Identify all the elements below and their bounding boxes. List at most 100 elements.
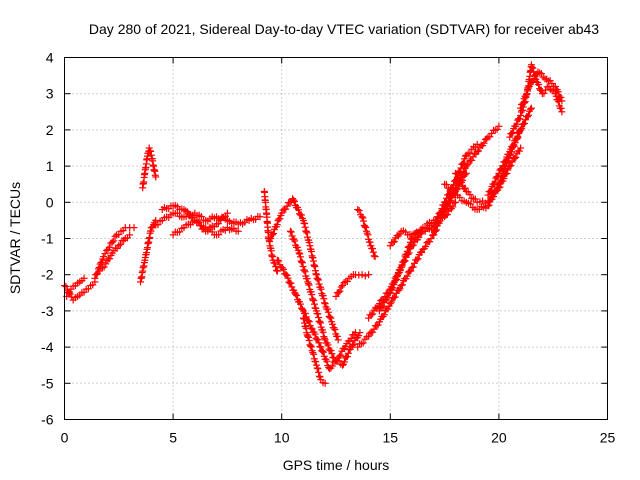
data-point <box>287 279 295 287</box>
data-point <box>294 206 302 214</box>
data-point <box>317 343 325 351</box>
data-point <box>147 147 155 155</box>
data-point <box>303 275 311 283</box>
data-point <box>359 214 367 222</box>
data-point <box>466 149 474 157</box>
data-point <box>486 187 494 195</box>
data-point <box>542 86 550 94</box>
data-point <box>347 334 355 342</box>
data-point <box>462 169 470 177</box>
data-point <box>291 197 299 205</box>
data-point <box>327 314 335 322</box>
y-tick-label: -1 <box>41 231 54 247</box>
data-point <box>340 358 348 366</box>
data-point <box>495 169 503 177</box>
data-point <box>462 162 470 170</box>
data-point <box>407 267 415 275</box>
data-point <box>304 317 312 325</box>
data-point <box>315 339 323 347</box>
data-point <box>305 336 313 344</box>
data-point <box>339 282 347 290</box>
data-point <box>215 231 223 239</box>
data-point <box>378 303 386 311</box>
data-point <box>475 147 483 155</box>
data-point <box>504 166 512 174</box>
data-point <box>448 193 456 201</box>
data-point <box>360 217 368 225</box>
data-point <box>554 88 562 96</box>
data-point <box>102 260 110 268</box>
data-point <box>508 130 516 138</box>
data-point <box>529 78 537 86</box>
data-point <box>355 207 363 215</box>
data-point <box>389 238 397 246</box>
data-point <box>514 132 522 140</box>
data-point <box>273 267 281 275</box>
data-point <box>354 206 362 214</box>
data-point <box>343 353 351 361</box>
data-point <box>453 170 461 178</box>
x-tick-label: 15 <box>383 430 399 446</box>
data-point <box>518 100 526 108</box>
plot-frame <box>64 57 608 420</box>
x-tick-label: 25 <box>600 430 616 446</box>
data-point <box>340 279 348 287</box>
data-point <box>337 351 345 359</box>
data-point <box>442 181 450 189</box>
data-point <box>524 86 532 94</box>
data-point <box>468 194 476 202</box>
data-point <box>495 122 503 130</box>
x-tick-label: 10 <box>274 430 290 446</box>
data-point <box>499 162 507 170</box>
data-point <box>444 201 452 209</box>
data-point <box>100 263 108 271</box>
data-point <box>401 252 409 260</box>
data-point <box>456 177 464 185</box>
data-point <box>361 223 369 231</box>
data-point <box>518 124 526 132</box>
data-point <box>529 64 537 72</box>
data-point <box>278 264 286 272</box>
data-point <box>184 208 192 216</box>
data-point <box>489 193 497 201</box>
data-point <box>320 333 328 341</box>
data-point <box>316 318 324 326</box>
data-point <box>98 258 106 266</box>
data-point <box>374 321 382 329</box>
data-point <box>443 211 451 219</box>
data-point <box>516 115 524 123</box>
data-point <box>535 80 543 88</box>
data-point <box>506 133 514 141</box>
data-point <box>234 227 242 235</box>
data-point <box>197 213 205 221</box>
data-point <box>321 300 329 308</box>
data-point <box>304 333 312 341</box>
data-point <box>272 266 280 274</box>
data-point <box>503 169 511 177</box>
data-point <box>269 231 277 239</box>
data-point <box>357 340 365 348</box>
data-point <box>406 238 414 246</box>
data-point <box>305 318 313 326</box>
data-point <box>473 148 481 156</box>
data-point <box>430 231 438 239</box>
data-point <box>273 256 281 264</box>
data-point <box>517 108 525 116</box>
data-point <box>336 287 344 295</box>
data-point <box>324 305 332 313</box>
data-point <box>315 372 323 380</box>
data-point <box>310 300 318 308</box>
data-point <box>464 161 472 169</box>
data-point <box>356 329 364 337</box>
data-point <box>540 89 548 97</box>
data-point <box>369 248 377 256</box>
data-point <box>409 263 417 271</box>
data-point <box>484 191 492 199</box>
data-point <box>517 144 525 152</box>
data-point <box>293 292 301 300</box>
data-point <box>396 285 404 293</box>
data-point <box>309 349 317 357</box>
data-point <box>304 332 312 340</box>
data-point <box>557 104 565 112</box>
data-point <box>447 194 455 202</box>
